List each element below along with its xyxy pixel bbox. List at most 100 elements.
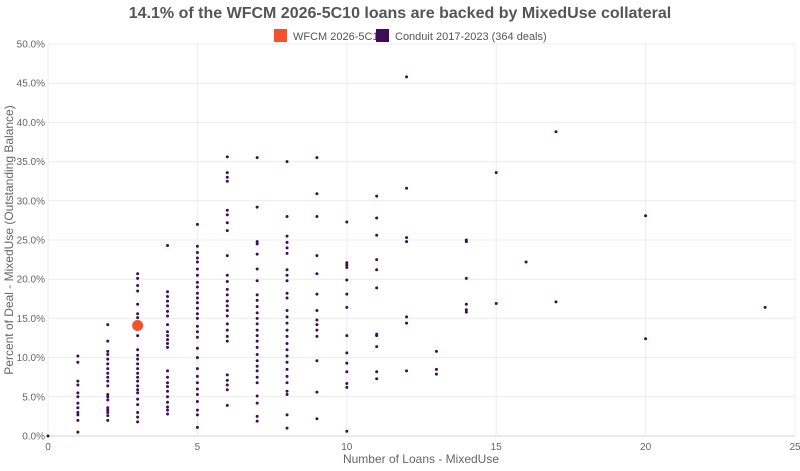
conduit-point[interactable]	[136, 362, 140, 366]
legend-label-wfcm[interactable]: WFCM 2026-5C10	[293, 31, 385, 43]
conduit-point[interactable]	[195, 330, 199, 334]
conduit-point[interactable]	[255, 322, 259, 326]
conduit-point[interactable]	[106, 349, 110, 353]
conduit-point[interactable]	[315, 214, 319, 218]
conduit-point[interactable]	[315, 254, 319, 258]
conduit-point[interactable]	[136, 316, 140, 320]
conduit-point[interactable]	[195, 306, 199, 310]
conduit-point[interactable]	[225, 383, 229, 387]
conduit-point[interactable]	[106, 352, 110, 356]
conduit-point[interactable]	[166, 304, 170, 308]
conduit-point[interactable]	[285, 334, 289, 338]
conduit-point[interactable]	[136, 371, 140, 375]
conduit-point[interactable]	[166, 323, 170, 327]
conduit-point[interactable]	[166, 341, 170, 345]
conduit-point[interactable]	[315, 359, 319, 363]
conduit-point[interactable]	[345, 220, 349, 224]
conduit-point[interactable]	[195, 367, 199, 371]
conduit-point[interactable]	[76, 430, 80, 434]
conduit-point[interactable]	[166, 400, 170, 404]
conduit-point[interactable]	[166, 294, 170, 298]
conduit-point[interactable]	[136, 388, 140, 392]
conduit-point[interactable]	[225, 299, 229, 303]
conduit-point[interactable]	[434, 367, 438, 371]
conduit-point[interactable]	[166, 412, 170, 416]
conduit-point[interactable]	[345, 334, 349, 338]
conduit-point[interactable]	[225, 328, 229, 332]
conduit-point[interactable]	[106, 395, 110, 399]
conduit-point[interactable]	[464, 276, 468, 280]
conduit-point[interactable]	[225, 208, 229, 212]
conduit-point[interactable]	[195, 312, 199, 316]
conduit-point[interactable]	[106, 339, 110, 343]
conduit-point[interactable]	[315, 156, 319, 160]
conduit-point[interactable]	[195, 285, 199, 289]
conduit-point[interactable]	[255, 311, 259, 315]
conduit-point[interactable]	[345, 351, 349, 355]
conduit-point[interactable]	[106, 375, 110, 379]
conduit-point[interactable]	[255, 345, 259, 349]
conduit-point[interactable]	[255, 414, 259, 418]
conduit-point[interactable]	[166, 345, 170, 349]
conduit-point[interactable]	[285, 341, 289, 345]
conduit-point[interactable]	[136, 410, 140, 414]
conduit-point[interactable]	[195, 222, 199, 226]
conduit-point[interactable]	[76, 354, 80, 358]
conduit-point[interactable]	[255, 352, 259, 356]
conduit-point[interactable]	[225, 280, 229, 284]
conduit-point[interactable]	[405, 315, 409, 319]
conduit-point[interactable]	[255, 369, 259, 373]
wfcm-point[interactable]	[132, 319, 144, 331]
conduit-point[interactable]	[195, 425, 199, 429]
legend-swatch-conduit[interactable]	[376, 29, 389, 42]
conduit-point[interactable]	[345, 305, 349, 309]
conduit-point[interactable]	[255, 381, 259, 385]
conduit-point[interactable]	[136, 334, 140, 338]
conduit-point[interactable]	[106, 357, 110, 361]
conduit-point[interactable]	[285, 360, 289, 364]
conduit-point[interactable]	[166, 299, 170, 303]
conduit-point[interactable]	[285, 251, 289, 255]
conduit-point[interactable]	[554, 130, 558, 134]
conduit-point[interactable]	[76, 379, 80, 383]
conduit-point[interactable]	[345, 370, 349, 374]
conduit-point[interactable]	[136, 353, 140, 357]
conduit-point[interactable]	[285, 234, 289, 238]
conduit-point[interactable]	[524, 260, 528, 264]
conduit-point[interactable]	[285, 328, 289, 332]
conduit-point[interactable]	[136, 397, 140, 401]
conduit-point[interactable]	[136, 276, 140, 280]
conduit-point[interactable]	[225, 339, 229, 343]
conduit-point[interactable]	[434, 349, 438, 353]
conduit-point[interactable]	[315, 318, 319, 322]
conduit-point[interactable]	[136, 415, 140, 419]
conduit-point[interactable]	[136, 367, 140, 371]
conduit-point[interactable]	[405, 240, 409, 244]
conduit-point[interactable]	[225, 273, 229, 277]
conduit-point[interactable]	[106, 414, 110, 418]
conduit-point[interactable]	[225, 334, 229, 338]
conduit-point[interactable]	[195, 381, 199, 385]
conduit-point[interactable]	[225, 388, 229, 392]
conduit-point[interactable]	[285, 392, 289, 396]
conduit-point[interactable]	[285, 381, 289, 385]
conduit-point[interactable]	[166, 290, 170, 294]
conduit-point[interactable]	[106, 398, 110, 402]
conduit-point[interactable]	[285, 296, 289, 300]
conduit-point[interactable]	[345, 292, 349, 296]
conduit-point[interactable]	[195, 260, 199, 264]
conduit-point[interactable]	[166, 408, 170, 412]
conduit-point[interactable]	[763, 305, 767, 309]
conduit-point[interactable]	[106, 408, 110, 412]
conduit-point[interactable]	[285, 315, 289, 319]
conduit-point[interactable]	[315, 292, 319, 296]
conduit-point[interactable]	[285, 214, 289, 218]
conduit-point[interactable]	[195, 296, 199, 300]
conduit-point[interactable]	[225, 309, 229, 313]
conduit-point[interactable]	[136, 375, 140, 379]
conduit-point[interactable]	[285, 374, 289, 378]
conduit-point[interactable]	[255, 279, 259, 283]
conduit-point[interactable]	[345, 261, 349, 265]
conduit-point[interactable]	[195, 267, 199, 271]
conduit-point[interactable]	[76, 360, 80, 364]
